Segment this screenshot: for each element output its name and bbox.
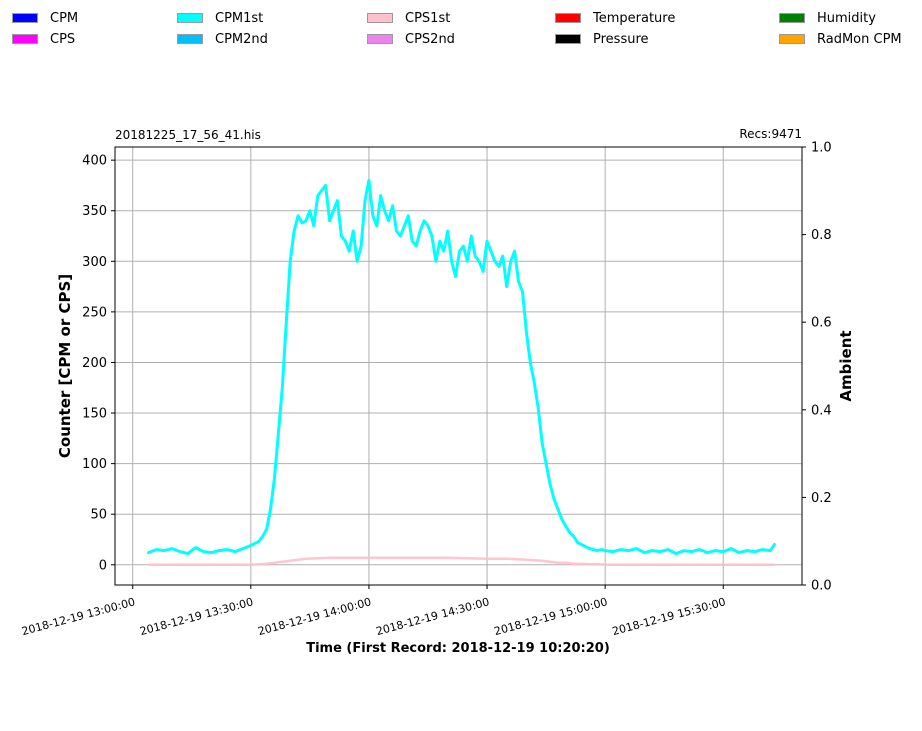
file-name: 20181225_17_56_41.his <box>115 128 261 142</box>
legend-item-temperature: Temperature <box>555 10 675 26</box>
y-right-tick-label: 0.4 <box>811 403 832 418</box>
y-left-tick-label: 0 <box>99 558 107 573</box>
legend-item-cpm: CPM <box>12 10 78 26</box>
x-axis-ticks: 2018-12-19 13:00:00 2018-12-19 13:30:00 20… <box>20 585 727 638</box>
legend-label: CPM1st <box>215 10 264 26</box>
legend-label: CPM <box>50 10 79 26</box>
legend-label: CPS1st <box>405 10 451 26</box>
legend-swatch <box>367 13 393 23</box>
legend-swatch <box>555 13 581 23</box>
legend-item-pressure: Pressure <box>555 31 649 47</box>
legend-swatch <box>779 13 805 23</box>
x-tick-label: 2018-12-19 14:30:00 <box>375 595 491 638</box>
y-right-tick-label: 0.8 <box>811 228 832 243</box>
legend-label: CPS2nd <box>405 31 455 47</box>
legend-swatch <box>177 13 203 23</box>
plot-frame <box>114 146 803 586</box>
legend-swatch <box>12 34 38 44</box>
y-left-tick-label: 350 <box>82 204 107 219</box>
legend-item-cpm1st: CPM1st <box>177 10 263 26</box>
legend-item-humidity: Humidity <box>779 10 876 26</box>
y-left-tick-label: 200 <box>82 356 107 371</box>
legend-label: Temperature <box>593 10 676 26</box>
legend-swatch <box>367 34 393 44</box>
legend-label: Pressure <box>593 31 649 47</box>
y-right-axis-ticks: 0.0 0.2 0.4 0.6 0.8 1.0 <box>802 141 832 594</box>
grid-lines <box>115 147 802 585</box>
legend-item-radmon-cpm: RadMon CPM <box>779 31 902 47</box>
legend-label: CPS <box>50 31 76 47</box>
legend-swatch <box>177 34 203 44</box>
series-line-cpm1st <box>147 178 776 556</box>
y-left-tick-label: 150 <box>82 407 107 422</box>
y-left-tick-label: 250 <box>82 305 107 320</box>
y-left-tick-label: 400 <box>82 154 107 169</box>
y-left-tick-label: 100 <box>82 457 107 472</box>
y-left-axis-label: Counter [CPM or CPS] <box>56 274 74 458</box>
series-line-cps1st <box>147 556 776 567</box>
x-tick-label: 2018-12-19 13:30:00 <box>138 595 254 638</box>
legend-item-cps: CPS <box>12 31 75 47</box>
y-right-tick-label: 1.0 <box>811 141 832 156</box>
series-lines <box>147 178 776 567</box>
y-left-axis-ticks: 0 50 100 150 200 250 300 350 400 <box>82 154 115 573</box>
legend-item-cps2nd: CPS2nd <box>367 31 455 47</box>
x-tick-label: 2018-12-19 15:30:00 <box>611 595 727 638</box>
y-right-tick-label: 0.2 <box>811 491 832 506</box>
legend-label: CPM2nd <box>215 31 268 47</box>
records-count: Recs:9471 <box>739 127 802 141</box>
y-right-tick-label: 0.0 <box>811 579 832 594</box>
chart-legend: CPM CPS CPM1st CPM2nd CPS1st CPS2nd Temperatur… <box>0 0 922 60</box>
x-axis-label: Time (First Record: 2018-12-19 10:20:20) <box>306 641 610 656</box>
y-left-tick-label: 300 <box>82 255 107 270</box>
y-right-axis-label: Ambient <box>837 330 855 401</box>
legend-swatch <box>555 34 581 44</box>
x-tick-label: 2018-12-19 13:00:00 <box>20 595 136 638</box>
legend-swatch <box>12 13 38 23</box>
legend-item-cps1st: CPS1st <box>367 10 450 26</box>
legend-swatch <box>779 34 805 44</box>
legend-label: RadMon CPM <box>817 31 902 47</box>
x-tick-label: 2018-12-19 15:00:00 <box>493 595 609 638</box>
legend-item-cpm2nd: CPM2nd <box>177 31 268 47</box>
legend-label: Humidity <box>817 10 876 26</box>
x-tick-label: 2018-12-19 14:00:00 <box>256 595 372 638</box>
y-right-tick-label: 0.6 <box>811 316 832 331</box>
y-left-tick-label: 50 <box>90 508 107 523</box>
